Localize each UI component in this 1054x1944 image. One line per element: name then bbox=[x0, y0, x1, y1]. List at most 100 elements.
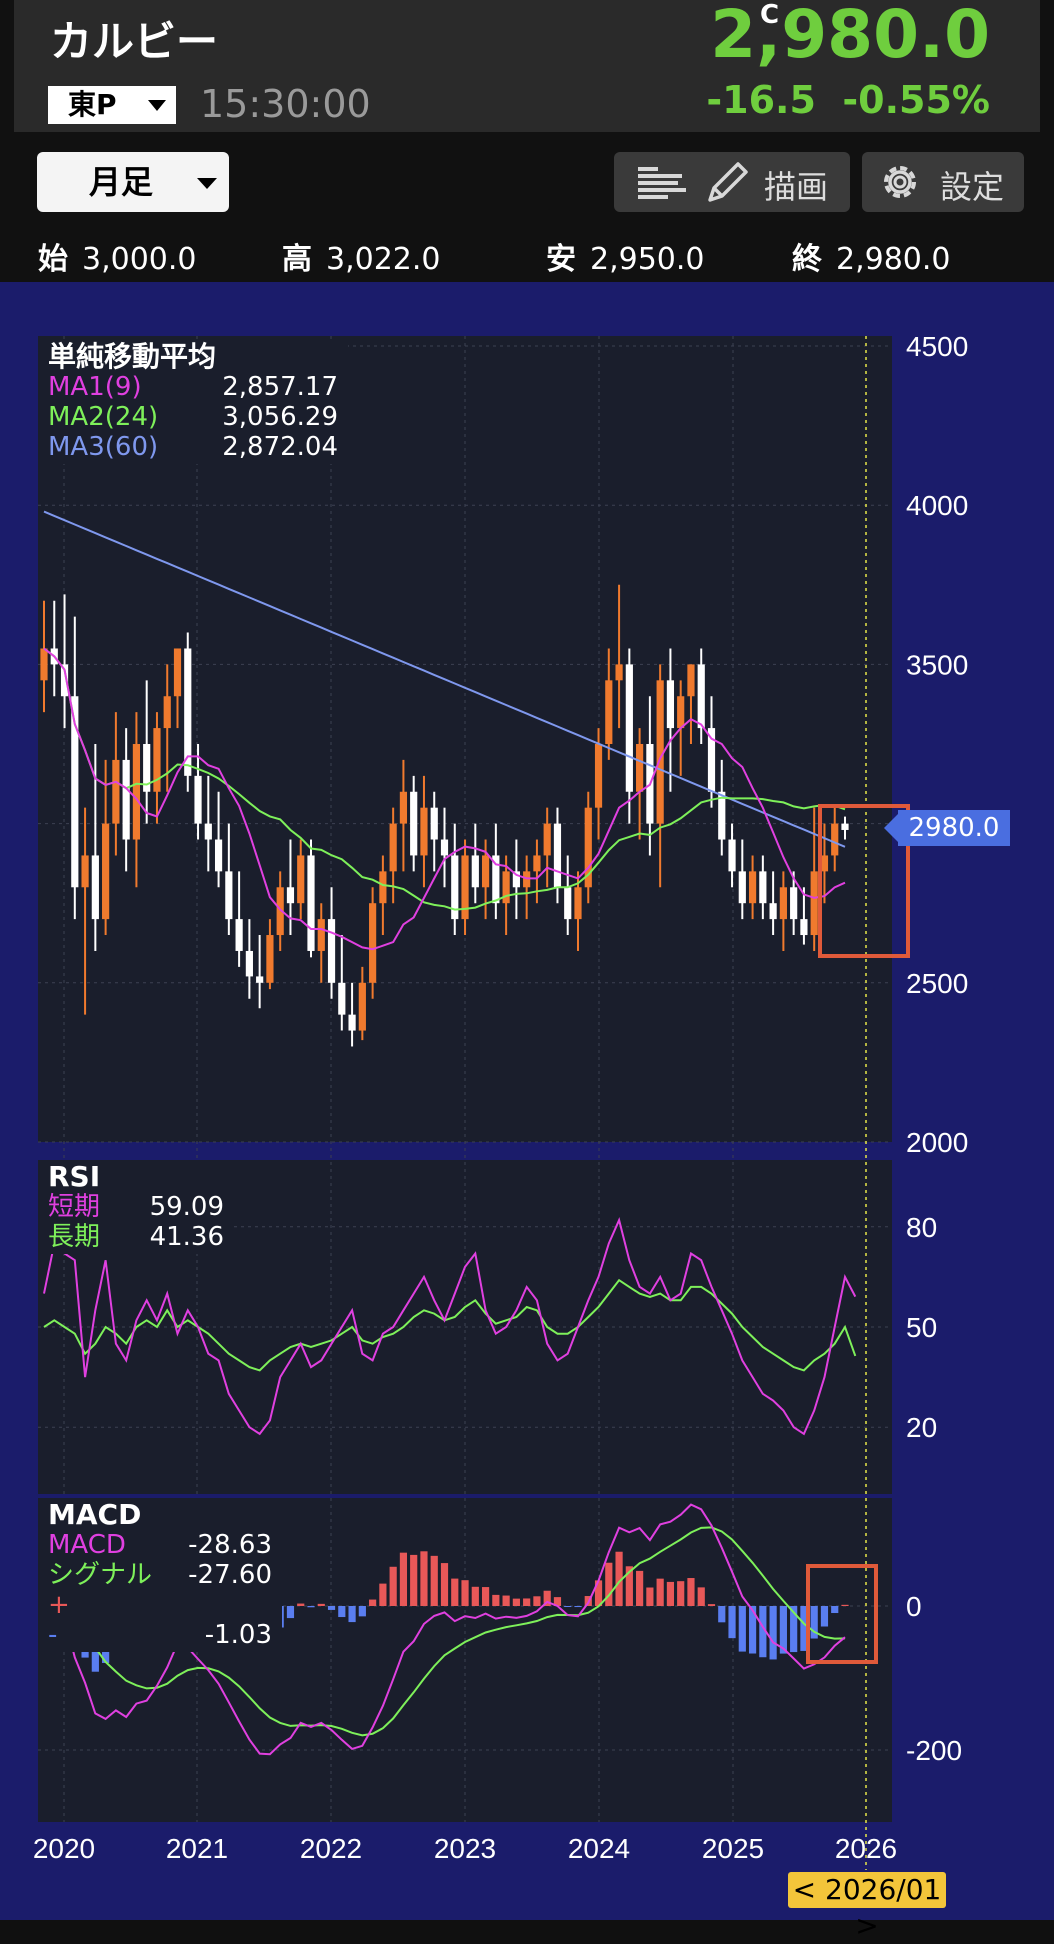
macd-histogram-bar bbox=[543, 1590, 551, 1606]
macd-histogram-bar bbox=[307, 1606, 315, 1608]
ma2-label: MA2(24) bbox=[48, 402, 159, 432]
candle-body bbox=[471, 855, 479, 888]
candle-body bbox=[225, 871, 233, 920]
candle-body bbox=[605, 680, 613, 744]
current-price: 2,980.0 bbox=[710, 0, 990, 73]
candle-body bbox=[369, 903, 377, 983]
candle-body bbox=[430, 807, 438, 840]
candle-body bbox=[820, 855, 829, 872]
candle-body bbox=[348, 1014, 356, 1031]
macd-histogram-bar bbox=[666, 1581, 675, 1606]
candle-body bbox=[790, 887, 798, 920]
macd-histogram-bar bbox=[451, 1578, 459, 1606]
hist-minus-row: - -1.03 bbox=[48, 1620, 272, 1650]
change-percent: -0.55% bbox=[842, 78, 990, 122]
macd-label: MACD bbox=[48, 1530, 126, 1560]
open-value: 3,000.0 bbox=[82, 242, 197, 277]
macd-row: MACD -28.63 bbox=[48, 1530, 272, 1560]
rsi-long-line bbox=[43, 1278, 857, 1372]
chevron-down-icon bbox=[148, 100, 166, 111]
ohlc-high: 高 3,022.0 bbox=[282, 234, 441, 278]
rsi-long-label: 長期 bbox=[48, 1222, 101, 1252]
stock-name: カルビー bbox=[50, 17, 219, 66]
ma-legend: 単純移動平均 MA1(9) 2,857.17 MA2(24) 3,056.29 MA… bbox=[38, 340, 348, 464]
macd-histogram-bar bbox=[327, 1606, 336, 1610]
candle-body bbox=[163, 696, 171, 729]
ma1-value: 2,857.17 bbox=[222, 372, 338, 402]
hist-plus-label: + bbox=[48, 1590, 70, 1620]
low-value: 2,950.0 bbox=[590, 242, 705, 277]
macd-histogram-bar bbox=[738, 1606, 746, 1652]
macd-legend: MACD MACD -28.63 シグナル -27.60 + - -1.03 bbox=[38, 1498, 282, 1652]
cursor-date[interactable]: < 2026/01 > bbox=[788, 1872, 946, 1942]
candle-body bbox=[71, 696, 79, 888]
macd-histogram-bar bbox=[841, 1604, 849, 1606]
candle-body bbox=[502, 871, 510, 904]
candle-body bbox=[297, 855, 305, 904]
candle-body bbox=[636, 744, 644, 792]
macd-histogram-bar bbox=[369, 1599, 377, 1606]
candle-body bbox=[440, 839, 449, 856]
macd-histogram-bar bbox=[523, 1598, 531, 1606]
candle-body bbox=[410, 791, 418, 856]
ma3-value: 2,872.04 bbox=[222, 432, 338, 462]
macd-histogram-bar bbox=[317, 1603, 325, 1606]
draw-label: 描画 bbox=[764, 168, 829, 206]
macd-histogram-bar bbox=[594, 1580, 603, 1606]
macd-histogram-bar bbox=[420, 1551, 428, 1606]
macd-histogram-bar bbox=[687, 1578, 695, 1606]
ma1-line bbox=[43, 647, 846, 951]
candle-body bbox=[204, 823, 212, 840]
macd-histogram-bar bbox=[379, 1583, 387, 1606]
x-tick-label: 2020 bbox=[33, 1833, 95, 1864]
macd-histogram-bar bbox=[605, 1562, 613, 1606]
macd-histogram-bar bbox=[440, 1563, 449, 1606]
candle-body bbox=[677, 696, 685, 729]
candle-body bbox=[594, 744, 603, 808]
close-label: 終 bbox=[792, 242, 822, 277]
market-selector[interactable]: 東P bbox=[48, 86, 176, 124]
macd-histogram-bar bbox=[646, 1587, 654, 1606]
macd-histogram-bar bbox=[697, 1587, 705, 1606]
period-selector[interactable]: 月足 bbox=[37, 152, 229, 212]
candle-body bbox=[718, 791, 726, 840]
candle-body bbox=[512, 871, 520, 888]
settings-button[interactable]: 設定 bbox=[862, 152, 1024, 212]
macd-histogram-bar bbox=[728, 1606, 736, 1639]
signal-label: シグナル bbox=[48, 1560, 153, 1590]
ma3-label: MA3(60) bbox=[48, 432, 159, 462]
candle-body bbox=[779, 887, 787, 920]
open-label: 始 bbox=[38, 242, 68, 277]
rsi-title: RSI bbox=[48, 1160, 101, 1193]
rsi-tick-label: 50 bbox=[906, 1312, 937, 1343]
high-value: 3,022.0 bbox=[326, 242, 441, 277]
candle-body bbox=[584, 807, 592, 888]
ma1-label: MA1(9) bbox=[48, 372, 142, 402]
macd-histogram-bar bbox=[656, 1578, 664, 1606]
candle-body bbox=[666, 680, 675, 729]
highlight-box-macd bbox=[806, 1564, 878, 1664]
macd-histogram-bar bbox=[348, 1606, 356, 1623]
ma2-row: MA2(24) 3,056.29 bbox=[48, 402, 338, 432]
candle-body bbox=[214, 839, 223, 872]
ohlc-low: 安 2,950.0 bbox=[546, 234, 705, 278]
draw-button[interactable]: 描画 bbox=[688, 152, 850, 212]
rsi-short-label: 短期 bbox=[48, 1192, 101, 1222]
price-tick-label: 4500 bbox=[906, 331, 968, 362]
macd-histogram-bar bbox=[338, 1606, 346, 1618]
candle-body bbox=[102, 823, 110, 920]
candle-body bbox=[707, 728, 716, 792]
candle-body bbox=[656, 680, 664, 824]
candle-body bbox=[173, 648, 182, 697]
change-value: -16.5 bbox=[706, 78, 816, 122]
macd-histogram-bar bbox=[502, 1595, 510, 1606]
candle-body bbox=[338, 982, 346, 1015]
macd-histogram-bar bbox=[358, 1606, 366, 1617]
macd-histogram-bar bbox=[553, 1597, 562, 1606]
candle-body bbox=[194, 775, 202, 824]
candle-body bbox=[276, 887, 284, 936]
candle-body bbox=[800, 919, 808, 936]
macd-histogram-bar bbox=[759, 1606, 767, 1658]
macd-histogram-bar bbox=[831, 1606, 839, 1614]
